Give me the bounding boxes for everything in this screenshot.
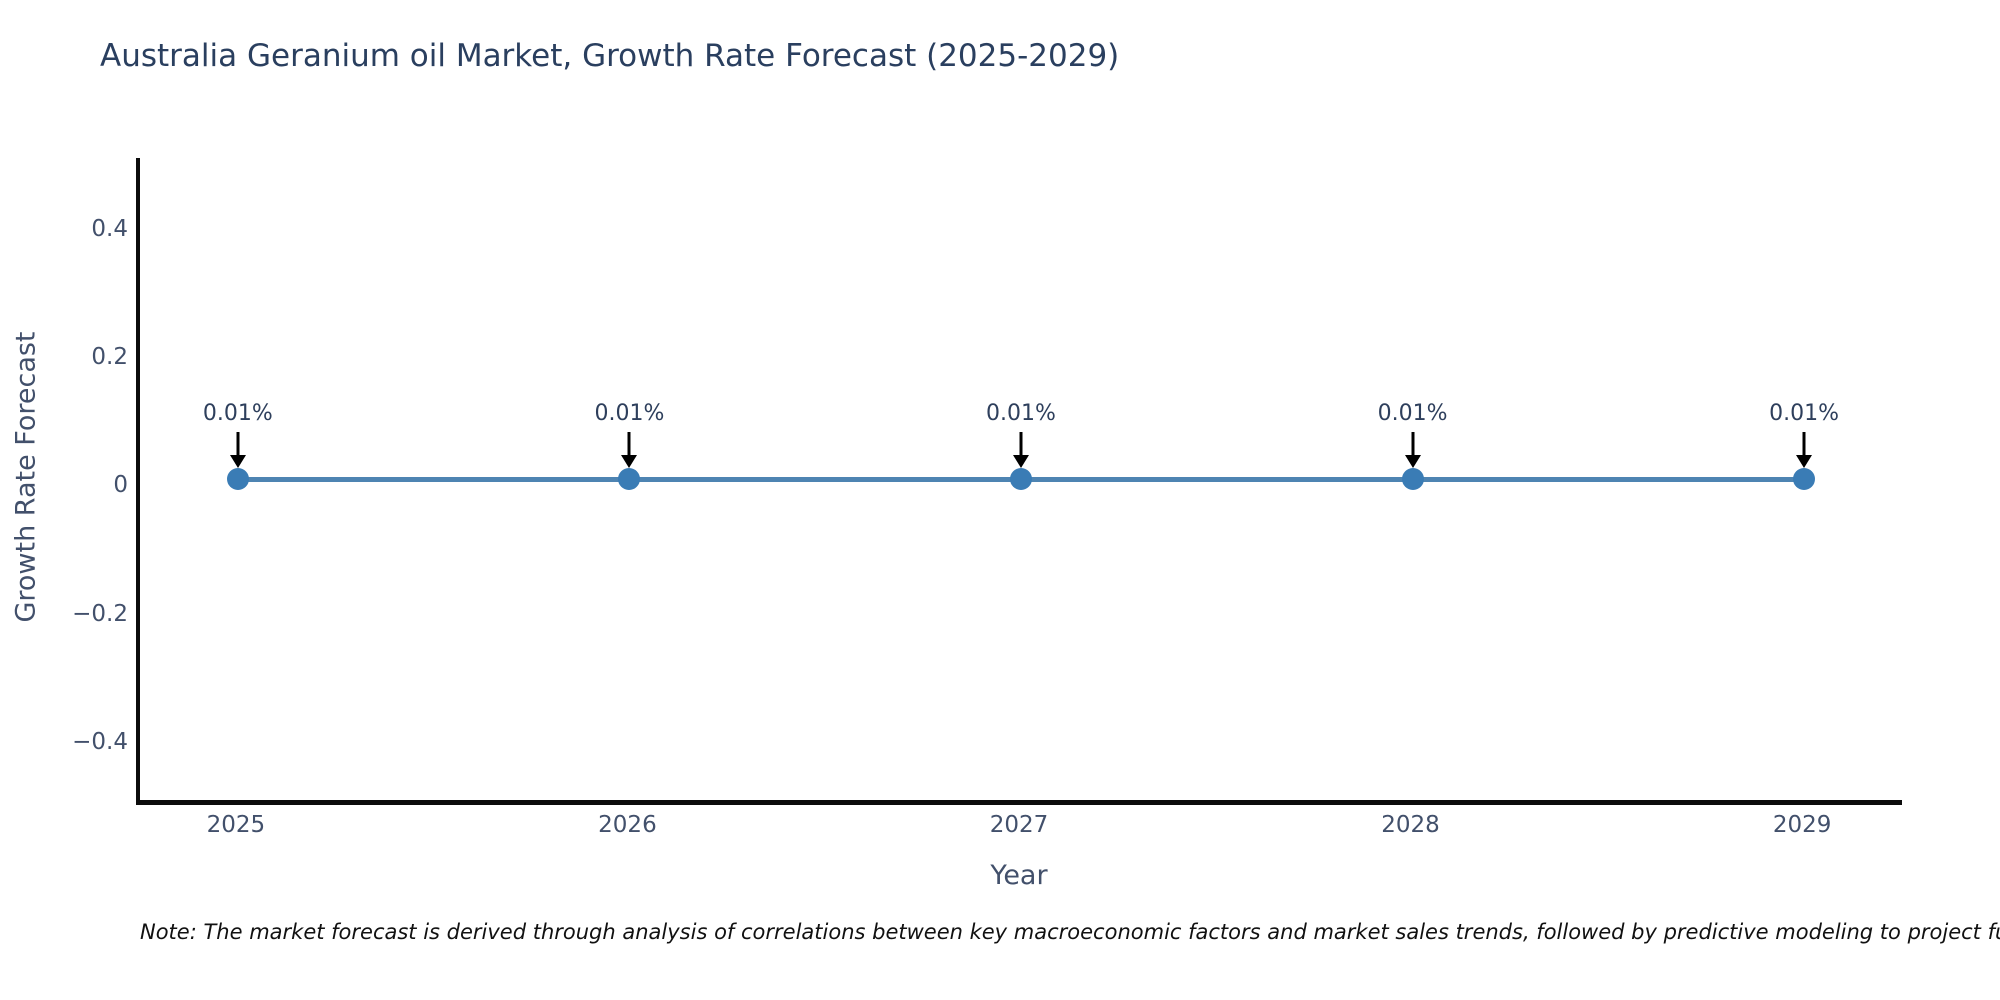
- data-point-marker: [1793, 468, 1816, 490]
- y-tick-label: −0.2: [72, 600, 128, 627]
- annotation-arrow-shaft: [1802, 432, 1806, 459]
- x-tick-label: 2027: [989, 812, 1049, 838]
- data-point-marker: [226, 468, 249, 490]
- annotation-arrow-shaft: [1411, 432, 1415, 459]
- annotation-arrowhead-icon: [621, 455, 638, 468]
- point-value-label: 0.01%: [1377, 401, 1448, 426]
- point-value-label: 0.01%: [986, 401, 1056, 426]
- y-tick-label: 0.4: [91, 215, 128, 242]
- x-tick-label: 2026: [598, 812, 657, 838]
- annotation-arrow-shaft: [627, 432, 631, 459]
- plot-area: 0.01% 0.01% 0.01% 0.01% 0.01%: [136, 158, 1902, 805]
- point-value-label: 0.01%: [594, 401, 665, 426]
- data-point-marker: [618, 468, 641, 490]
- y-axis-title: Growth Rate Forecast: [10, 331, 42, 623]
- chart-title: Australia Geranium oil Market, Growth Ra…: [100, 38, 1120, 74]
- x-tick-label: 2025: [206, 812, 266, 838]
- point-value-label: 0.01%: [1769, 401, 1840, 426]
- y-tick-label: 0.2: [91, 344, 128, 371]
- annotation-arrow-shaft: [236, 432, 240, 459]
- x-tick-label: 2029: [1772, 812, 1832, 838]
- point-value-label: 0.01%: [202, 401, 273, 426]
- annotation-arrowhead-icon: [1404, 455, 1421, 468]
- footnote: Note: The market forecast is derived thr…: [140, 920, 2000, 944]
- annotation-arrowhead-icon: [1013, 455, 1029, 468]
- x-tick-label: 2028: [1381, 812, 1440, 838]
- y-tick-label: −0.4: [72, 729, 128, 756]
- data-point-marker: [1401, 468, 1424, 490]
- data-point-marker: [1010, 468, 1032, 490]
- annotation-arrowhead-icon: [229, 455, 246, 468]
- y-tick-label: 0: [113, 472, 128, 499]
- annotation-arrowhead-icon: [1796, 455, 1813, 468]
- annotation-arrow-shaft: [1019, 432, 1023, 459]
- x-axis-title: Year: [990, 860, 1048, 891]
